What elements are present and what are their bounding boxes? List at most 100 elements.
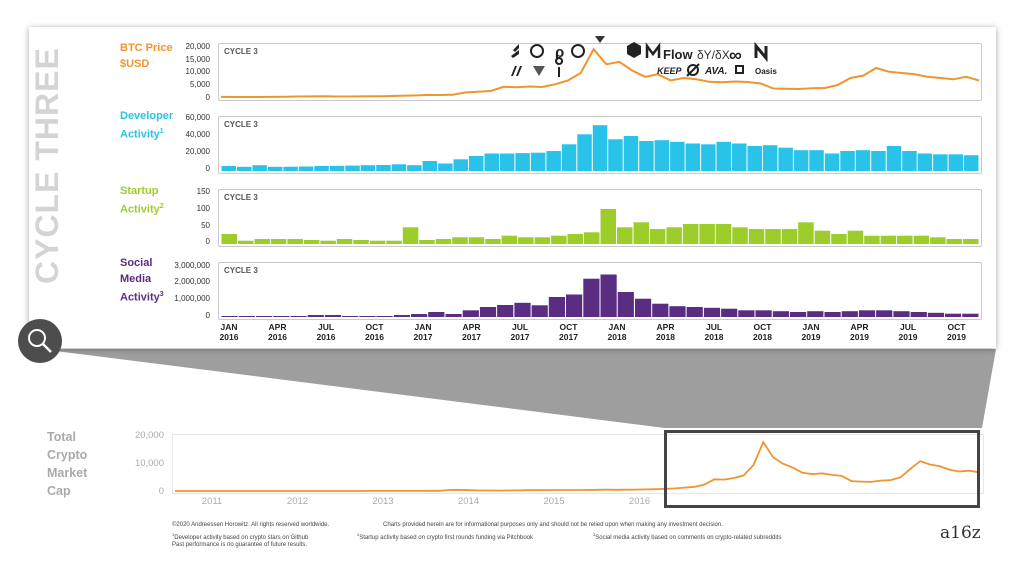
bar xyxy=(765,229,781,244)
bar xyxy=(453,159,468,171)
token-icon-6 xyxy=(533,66,545,76)
x-tick-label: OCT 2016 xyxy=(365,322,384,342)
label-line: Market xyxy=(47,466,88,480)
bar xyxy=(376,165,391,171)
bar xyxy=(407,165,422,171)
bar xyxy=(273,316,290,317)
bar xyxy=(531,305,548,317)
x-tick-label: JUL 2019 xyxy=(898,322,918,342)
bar xyxy=(772,311,789,317)
bar xyxy=(917,153,933,171)
bar xyxy=(499,153,515,171)
bar xyxy=(649,229,666,244)
bar xyxy=(298,166,314,171)
social-chart xyxy=(221,274,979,317)
label-line: Activity xyxy=(120,128,160,141)
bar xyxy=(945,313,962,317)
x-tick-label: 2011 xyxy=(201,496,223,507)
bar xyxy=(617,227,633,244)
label-line: Crypto xyxy=(47,448,88,462)
bar xyxy=(927,312,944,317)
bar xyxy=(748,229,765,244)
x-tick-label: JUL 2016 xyxy=(316,322,336,342)
oasis-logo: Oasis xyxy=(755,67,777,76)
bar xyxy=(897,235,913,244)
bar xyxy=(485,239,501,244)
startup-chart xyxy=(221,209,979,244)
y-tick: 0 xyxy=(158,486,164,497)
bar xyxy=(841,311,858,317)
y-tick: 20,000 xyxy=(185,42,210,51)
y-tick: 2,000,000 xyxy=(174,277,210,286)
bar xyxy=(548,297,565,317)
label-line: Startup xyxy=(120,185,159,197)
bar xyxy=(963,239,979,244)
bar xyxy=(831,234,847,244)
bar xyxy=(635,298,652,317)
bar xyxy=(267,166,283,171)
bar xyxy=(855,150,871,171)
token-icon-8 xyxy=(627,42,641,58)
bar xyxy=(669,306,686,317)
bar xyxy=(721,308,738,317)
y-tick: 1,000,000 xyxy=(174,294,210,303)
bar xyxy=(428,312,445,317)
token-icon-7 xyxy=(555,57,564,77)
y-tick: 20,000 xyxy=(185,147,210,156)
bar xyxy=(566,294,583,317)
token-icon-9 xyxy=(645,42,661,58)
y-tick: 15,000 xyxy=(185,55,210,64)
bar xyxy=(670,141,685,171)
flow-logo: Flow xyxy=(663,47,693,62)
bar xyxy=(778,147,793,171)
bar xyxy=(314,166,329,171)
bar xyxy=(393,315,410,317)
bar xyxy=(479,307,497,317)
bar xyxy=(221,234,237,244)
bar xyxy=(270,239,287,244)
developer-chart xyxy=(221,125,979,171)
bar xyxy=(546,151,561,171)
bar xyxy=(871,151,886,171)
bar xyxy=(790,312,807,317)
x-tick-label: 2016 xyxy=(628,496,651,507)
bar xyxy=(840,151,855,171)
footnote-mark: 1 xyxy=(159,128,164,135)
developer-panel: CYCLE 3 xyxy=(218,116,982,174)
bar xyxy=(237,166,252,171)
magnifier-button[interactable] xyxy=(18,319,62,363)
token-icon-2 xyxy=(530,44,544,58)
y-tick: 60,000 xyxy=(185,113,210,122)
bar xyxy=(809,150,824,171)
bar xyxy=(501,235,518,244)
market-cap-panel xyxy=(172,434,984,494)
peak-marker-icon xyxy=(595,36,605,43)
btc-price-panel: CYCLE 3 xyxy=(218,43,982,101)
y-tick: 0 xyxy=(205,93,210,102)
bar xyxy=(238,240,254,244)
bar xyxy=(452,237,468,244)
bar xyxy=(342,316,359,317)
bar xyxy=(468,237,485,244)
bar xyxy=(600,274,617,317)
bar xyxy=(699,224,715,244)
bar xyxy=(781,229,798,244)
x-tick-label: JAN 2016 xyxy=(219,322,239,342)
label-line: Activity xyxy=(120,203,160,216)
bar xyxy=(962,313,979,317)
cycle-tag: CYCLE 3 xyxy=(224,193,258,202)
dydx-logo: δY/δX xyxy=(697,48,730,62)
bar xyxy=(551,235,567,244)
bar xyxy=(633,222,649,244)
startup-activity-label: Startup Activity2 xyxy=(120,183,164,218)
bar xyxy=(462,310,479,317)
ava-logo: AVA. xyxy=(704,66,727,77)
bar xyxy=(469,156,484,171)
footnote-mark: 2 xyxy=(159,203,164,210)
bar xyxy=(518,237,534,244)
btc-price-chart xyxy=(220,47,980,98)
y-tick: 10,000 xyxy=(134,458,164,469)
bar xyxy=(238,316,255,317)
bar xyxy=(654,140,670,171)
bar xyxy=(716,141,731,171)
